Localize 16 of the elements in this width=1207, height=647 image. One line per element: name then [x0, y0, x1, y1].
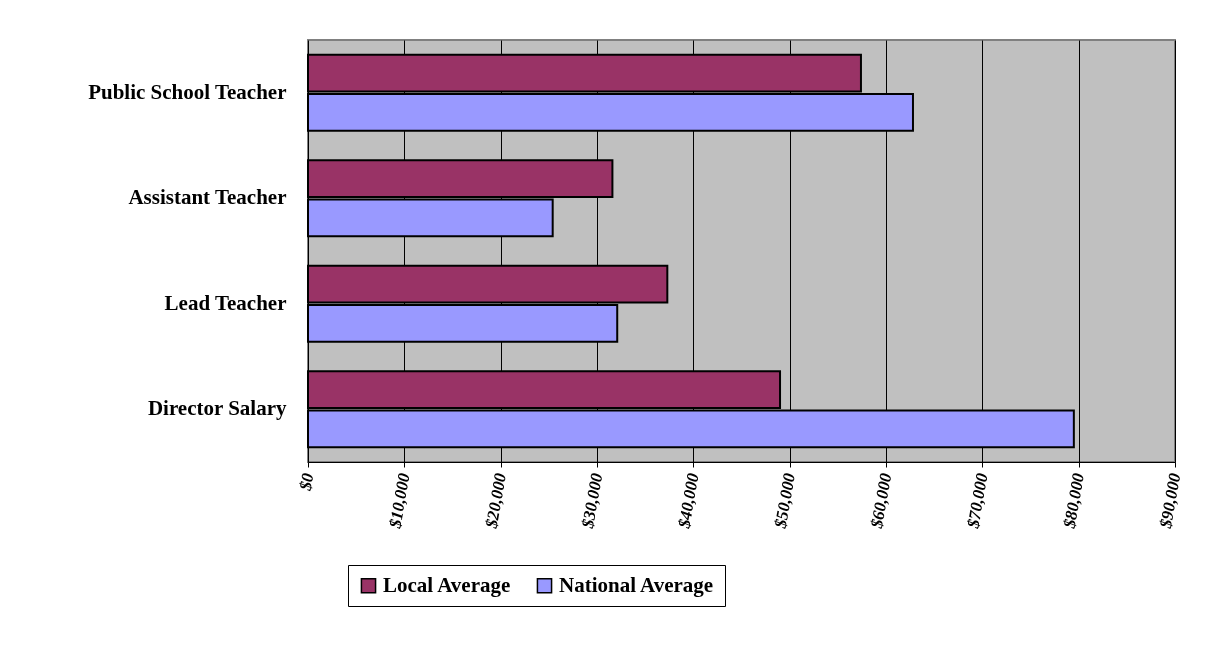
x-tick-label: $20,000 — [481, 471, 511, 531]
y-tick-label: Lead Teacher — [164, 290, 287, 315]
x-tick-label: $10,000 — [385, 471, 414, 531]
legend-label: Local Average — [383, 572, 511, 597]
y-tick-label: Director Salary — [147, 396, 287, 421]
x-tick-label: $90,000 — [1155, 471, 1185, 531]
x-tick-label: $0 — [295, 471, 318, 493]
y-tick-label: Public School Teacher — [88, 79, 287, 104]
x-tick-label: $60,000 — [866, 471, 896, 531]
x-tick-label: $80,000 — [1059, 471, 1089, 531]
legend-label: National Average — [559, 572, 714, 597]
x-tick-label: $50,000 — [770, 471, 800, 531]
x-tick-label: $30,000 — [577, 471, 607, 531]
x-tick-label: $70,000 — [963, 471, 992, 531]
x-tick-label: $40,000 — [674, 471, 703, 531]
y-tick-label: Assistant Teacher — [128, 185, 287, 210]
